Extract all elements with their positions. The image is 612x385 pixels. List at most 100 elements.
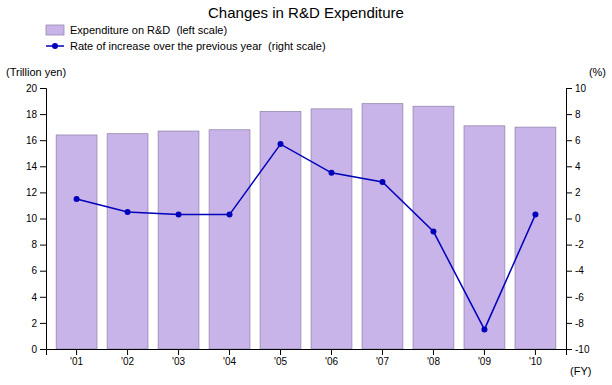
tick-mark (40, 140, 46, 141)
bar (260, 111, 301, 349)
tick-mark (433, 349, 434, 355)
tick: -2 (566, 239, 584, 250)
tick: -6 (566, 292, 584, 303)
legend-swatch (46, 25, 64, 35)
tick: 0 (566, 213, 581, 224)
tick-label: 8 (575, 109, 581, 120)
tick-label: 2 (575, 187, 581, 198)
marker (481, 326, 487, 332)
tick-mark (566, 140, 572, 141)
tick: '10 (529, 349, 542, 367)
tick-mark (76, 349, 77, 355)
tick: 20 (26, 83, 46, 94)
tick: 6 (31, 265, 46, 276)
legend-entry: Expenditure on R&D (left scale) (46, 24, 227, 36)
marker (278, 141, 284, 147)
tick-mark (40, 219, 46, 220)
legend-marker (52, 43, 58, 49)
tick: 2 (31, 318, 46, 329)
tick: 0 (31, 344, 46, 355)
marker (532, 212, 538, 218)
tick-mark (40, 271, 46, 272)
tick-mark (229, 349, 230, 355)
tick-mark (566, 297, 572, 298)
axis-line (40, 89, 47, 350)
tick: '02 (121, 349, 134, 367)
tick-mark (566, 245, 572, 246)
marker (430, 229, 436, 235)
marker (176, 212, 182, 218)
tick-mark (280, 349, 281, 355)
tick-mark (382, 349, 383, 355)
tick-mark (40, 349, 46, 350)
tick-label: 8 (31, 239, 37, 250)
tick-label: 10 (575, 83, 587, 94)
tick-mark (566, 114, 572, 115)
line (77, 144, 536, 329)
marker (227, 212, 233, 218)
tick-label: -10 (575, 344, 590, 355)
tick: '04 (223, 349, 236, 367)
tick-mark (566, 349, 572, 350)
tick-mark (40, 297, 46, 298)
tick-mark (535, 349, 536, 355)
marks (56, 104, 556, 349)
bar (209, 130, 250, 349)
tick: 2 (566, 187, 581, 198)
legend-entry: Rate of increase over the previous year … (46, 40, 326, 52)
marker (379, 179, 385, 185)
tick: 14 (26, 161, 46, 172)
tick-mark (40, 88, 46, 89)
tick: '08 (427, 349, 440, 367)
tick-label: '01 (70, 356, 83, 367)
tick: 8 (566, 109, 581, 120)
tick: -10 (566, 344, 590, 355)
tick-label: '06 (325, 356, 338, 367)
tick: 4 (566, 161, 581, 172)
x-axis: '01 '02 '03 '04 '05 '06 '07 '08 '09 '10 (47, 349, 567, 367)
legend-label: Expenditure on R&D (left scale) (70, 24, 227, 36)
axis-line (567, 89, 573, 350)
tick-mark (40, 114, 46, 115)
marker (74, 196, 80, 202)
tick-label: '08 (427, 356, 440, 367)
tick-label: '07 (376, 356, 389, 367)
tick-mark (484, 349, 485, 355)
tick: 16 (26, 135, 46, 146)
tick-label: 18 (26, 109, 38, 120)
tick-label: -2 (575, 239, 584, 250)
tick-label: '04 (223, 356, 236, 367)
bar-series (56, 104, 556, 349)
tick-label: 0 (31, 344, 37, 355)
bar (464, 126, 505, 349)
tick-label: 10 (26, 213, 38, 224)
tick-mark (40, 192, 46, 193)
tick-label: '03 (172, 356, 185, 367)
y-axis: 02468101214161820 (26, 83, 47, 355)
tick-label: 4 (575, 161, 581, 172)
chart: '01'02'03'04'05'06'07'08'09'100246810121… (0, 0, 612, 385)
tick-mark (178, 349, 179, 355)
tick-label: 14 (26, 161, 38, 172)
tick: 10 (26, 213, 46, 224)
tick: 10 (566, 83, 587, 94)
tick: '01 (70, 349, 83, 367)
tick-label: -6 (575, 292, 584, 303)
bar (413, 106, 454, 349)
tick-mark (566, 88, 572, 89)
tick-mark (566, 271, 572, 272)
tick-label: '05 (274, 356, 287, 367)
tick-label: -4 (575, 265, 584, 276)
tick-mark (40, 245, 46, 246)
tick-label: '10 (529, 356, 542, 367)
tick-label: '09 (478, 356, 491, 367)
tick-label: 0 (575, 213, 581, 224)
bar (158, 131, 199, 349)
y2-axis: -10-8-6-4-20246810 (566, 83, 590, 355)
tick-mark (566, 166, 572, 167)
bar (56, 135, 97, 349)
tick: 18 (26, 109, 46, 120)
tick: '03 (172, 349, 185, 367)
bar (362, 104, 403, 349)
tick-label: 6 (575, 135, 581, 146)
